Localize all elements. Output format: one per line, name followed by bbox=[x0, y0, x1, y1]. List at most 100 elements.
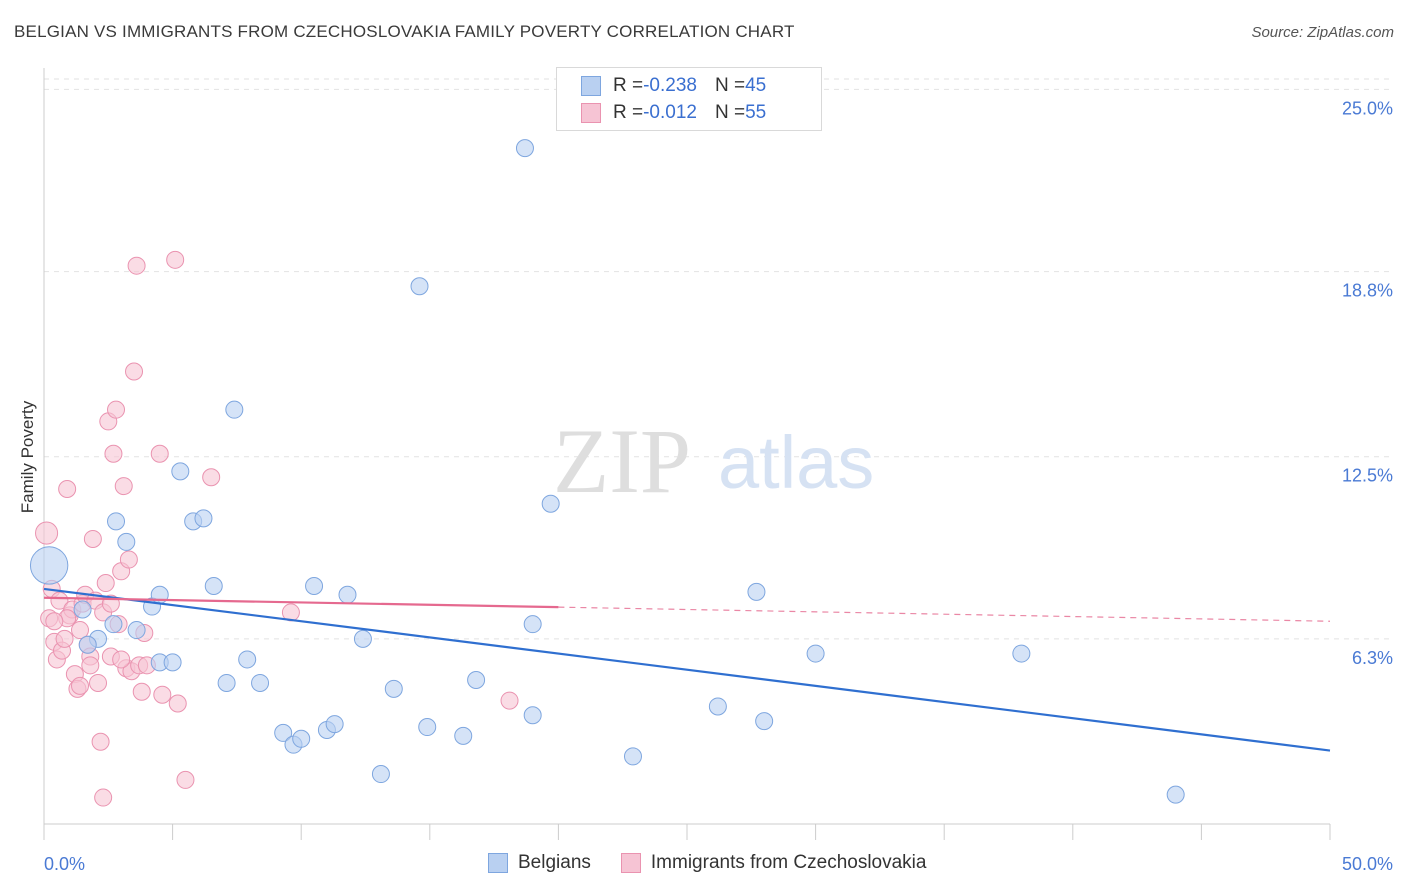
czech-point bbox=[150, 444, 169, 463]
legend-swatch-czech bbox=[581, 103, 601, 123]
x-tick-label: 50.0% bbox=[1342, 854, 1393, 874]
czech-point bbox=[168, 694, 187, 713]
belgian-point bbox=[755, 712, 774, 731]
belgian-point bbox=[1166, 785, 1185, 804]
czech-point bbox=[58, 480, 77, 499]
belgian-point bbox=[29, 546, 69, 585]
czech-trendline-extension bbox=[558, 606, 1331, 622]
trendlines bbox=[43, 587, 1331, 752]
belgian-point bbox=[515, 139, 534, 158]
belgian-point bbox=[274, 723, 293, 742]
belgian-trendline bbox=[43, 587, 1331, 752]
series-legend: Belgians Immigrants from Czechoslovakia bbox=[488, 852, 956, 874]
belgian-point bbox=[127, 621, 146, 640]
belgian-point bbox=[384, 679, 403, 698]
czech-point bbox=[45, 612, 64, 631]
belgian-point bbox=[623, 747, 642, 766]
czech-points bbox=[35, 250, 519, 807]
y-tick-label: 6.3% bbox=[1352, 648, 1393, 668]
belgian-point bbox=[163, 653, 182, 672]
belgian-point bbox=[305, 576, 324, 595]
czech-point bbox=[81, 656, 100, 675]
correlation-legend: R = -0.238 N = 45 R = -0.012 N = 55 bbox=[556, 67, 822, 131]
czech-point bbox=[89, 673, 108, 692]
legend-n-label: N = bbox=[714, 75, 746, 96]
belgian-point bbox=[171, 462, 190, 481]
legend-row-belgians: R = -0.238 N = 45 bbox=[581, 74, 766, 98]
czech-point bbox=[71, 676, 90, 695]
y-tick-label: 18.8% bbox=[1342, 281, 1393, 301]
y-tick-label: 12.5% bbox=[1342, 466, 1393, 486]
czech-point bbox=[176, 770, 195, 789]
belgian-point bbox=[238, 650, 257, 669]
watermark-atlas: atlas bbox=[718, 421, 874, 504]
czech-point bbox=[104, 444, 123, 463]
belgian-point bbox=[117, 532, 136, 551]
belgian-point bbox=[251, 673, 270, 692]
belgian-point bbox=[225, 400, 244, 419]
legend-r-label: R = bbox=[613, 75, 644, 96]
belgian-point bbox=[708, 697, 727, 716]
watermark-zip: ZIP bbox=[553, 410, 691, 512]
belgian-points bbox=[29, 139, 1185, 804]
belgian-point bbox=[454, 726, 473, 745]
belgian-point bbox=[104, 615, 123, 634]
belgian-point bbox=[204, 576, 223, 595]
czech-trendline bbox=[43, 596, 559, 609]
belgian-point bbox=[806, 644, 825, 663]
legend-n-value: 45 bbox=[745, 75, 767, 96]
czech-point bbox=[125, 362, 144, 381]
belgian-point bbox=[418, 718, 437, 737]
legend-r-value: -0.012 bbox=[643, 102, 697, 123]
watermark: ZIP atlas bbox=[553, 410, 874, 512]
czech-point bbox=[91, 732, 110, 751]
belgian-point bbox=[107, 512, 126, 531]
belgian-point bbox=[338, 585, 357, 604]
legend-n-value: 55 bbox=[745, 102, 767, 123]
grid-lines bbox=[44, 78, 1392, 640]
czech-point bbox=[132, 682, 151, 701]
legend-row-czech: R = -0.012 N = 55 bbox=[581, 101, 766, 125]
belgian-point bbox=[371, 765, 390, 784]
czech-point bbox=[35, 521, 59, 545]
czech-point bbox=[153, 685, 172, 704]
legend-swatch-belgians bbox=[581, 76, 601, 96]
axes bbox=[43, 68, 1331, 840]
belgian-point bbox=[78, 635, 97, 654]
czech-point bbox=[112, 650, 131, 669]
belgian-point bbox=[747, 582, 766, 601]
czech-point bbox=[50, 591, 69, 610]
czech-point bbox=[500, 691, 519, 710]
y-tick-label: 25.0% bbox=[1342, 98, 1393, 118]
belgian-point bbox=[217, 673, 236, 692]
tick-labels: 6.3% 12.5% 18.8% 25.0% 0.0% 50.0% bbox=[44, 98, 1393, 874]
belgian-point bbox=[541, 494, 560, 513]
czech-point bbox=[166, 250, 185, 269]
legend-label-belgians: Belgians bbox=[518, 852, 591, 873]
legend-n-label: N = bbox=[714, 102, 746, 123]
legend-item-czech: Immigrants from Czechoslovakia bbox=[620, 852, 926, 874]
czech-point bbox=[107, 400, 126, 419]
legend-swatch-belgians bbox=[488, 853, 508, 873]
czech-point bbox=[202, 468, 221, 487]
czech-point bbox=[94, 788, 113, 807]
source-label: Source: ZipAtlas.com bbox=[1251, 24, 1394, 41]
belgian-point bbox=[410, 277, 429, 296]
belgian-point bbox=[523, 706, 542, 725]
belgian-point bbox=[1012, 644, 1031, 663]
czech-point bbox=[71, 621, 90, 640]
belgian-point bbox=[353, 629, 372, 648]
belgian-point bbox=[194, 509, 213, 528]
legend-r-label: R = bbox=[613, 102, 644, 123]
belgian-point bbox=[523, 615, 542, 634]
belgian-point bbox=[292, 729, 311, 748]
czech-point bbox=[55, 629, 74, 648]
czech-point bbox=[119, 550, 138, 569]
belgian-point bbox=[467, 671, 486, 690]
czech-point bbox=[127, 256, 146, 275]
belgian-point bbox=[325, 715, 344, 734]
legend-swatch-czech bbox=[620, 853, 641, 873]
legend-item-belgians: Belgians bbox=[488, 852, 591, 874]
legend-r-value: -0.238 bbox=[643, 75, 697, 96]
